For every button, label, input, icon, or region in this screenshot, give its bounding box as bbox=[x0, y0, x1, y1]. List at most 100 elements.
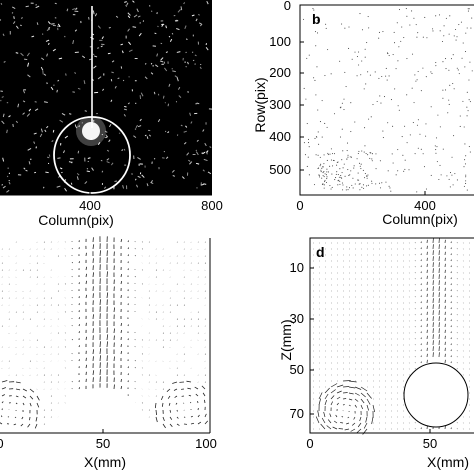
particle-streak bbox=[172, 70, 176, 73]
velocity-vector bbox=[106, 341, 108, 348]
particle-dot bbox=[326, 126, 328, 128]
particle-dot bbox=[425, 135, 427, 137]
velocity-vector bbox=[134, 360, 136, 362]
velocity-vector bbox=[342, 404, 345, 406]
particle-streak bbox=[31, 35, 35, 38]
particle-dot bbox=[439, 126, 441, 128]
particle-dot bbox=[363, 88, 365, 90]
particle-streak bbox=[52, 129, 55, 133]
particle-dot bbox=[327, 49, 329, 51]
particle-dot bbox=[379, 95, 381, 97]
particle-dot bbox=[345, 85, 347, 88]
particle-dot bbox=[430, 106, 432, 108]
particle-streak bbox=[86, 170, 90, 173]
particle-streak bbox=[86, 167, 89, 170]
particle-dot bbox=[449, 84, 451, 86]
particle-dot bbox=[465, 180, 467, 182]
particle-streak bbox=[139, 118, 142, 122]
particle-dot bbox=[342, 184, 344, 186]
particle-dot bbox=[414, 74, 416, 76]
particle-dot bbox=[420, 148, 422, 150]
particle-streak bbox=[190, 121, 193, 124]
particle-dot bbox=[436, 146, 438, 148]
velocity-vector bbox=[353, 416, 356, 420]
particle-streak bbox=[44, 101, 48, 103]
particle-dot bbox=[361, 150, 363, 152]
particle-dot bbox=[357, 172, 359, 174]
particle-dot bbox=[466, 106, 468, 108]
particle-streak bbox=[96, 47, 100, 49]
particle-streak bbox=[144, 63, 147, 65]
particle-dot bbox=[321, 177, 323, 179]
particle-dot bbox=[336, 164, 338, 166]
particle-dot bbox=[323, 154, 325, 156]
particle-streak bbox=[103, 186, 107, 189]
particle-dot bbox=[362, 169, 364, 171]
velocity-vector bbox=[134, 255, 136, 257]
particle-dot bbox=[443, 25, 445, 27]
particle-streak bbox=[23, 167, 26, 170]
particle-dot bbox=[392, 53, 394, 56]
particle-dot bbox=[435, 152, 437, 154]
velocity-vector bbox=[106, 292, 109, 299]
particle-streak bbox=[8, 181, 11, 185]
velocity-vector bbox=[176, 416, 179, 419]
particle-streak bbox=[26, 113, 31, 117]
particle-dot bbox=[455, 28, 457, 31]
particle-dot bbox=[460, 21, 462, 23]
particle-streak bbox=[40, 66, 44, 71]
particle-streak bbox=[22, 100, 26, 103]
particle-dot bbox=[343, 98, 345, 100]
particle-dot bbox=[404, 159, 406, 161]
particle-streak bbox=[199, 23, 203, 27]
particle-dot bbox=[331, 186, 333, 189]
velocity-vector bbox=[356, 428, 362, 434]
particle-dot bbox=[453, 135, 455, 137]
particle-dot bbox=[397, 105, 399, 107]
particle-dot bbox=[365, 185, 368, 187]
particle-streak bbox=[97, 142, 101, 146]
particle-dot bbox=[303, 87, 305, 90]
velocity-vector bbox=[71, 339, 73, 341]
velocity-vector bbox=[92, 314, 94, 320]
particle-dot bbox=[371, 153, 373, 155]
velocity-vector bbox=[92, 244, 95, 250]
particle-dot bbox=[417, 119, 419, 121]
particle-dot bbox=[453, 88, 455, 90]
particle-streak bbox=[81, 122, 84, 124]
particle-dot bbox=[322, 183, 324, 185]
particle-streak bbox=[68, 113, 72, 115]
velocity-vector bbox=[120, 350, 123, 355]
particle-dot bbox=[306, 165, 308, 168]
particle-streak bbox=[134, 128, 137, 130]
particle-streak bbox=[77, 150, 80, 154]
particle-dot bbox=[371, 180, 373, 182]
particle-dot bbox=[330, 148, 332, 150]
velocity-vector bbox=[22, 395, 27, 399]
velocity-vector bbox=[20, 423, 24, 427]
velocity-vector bbox=[1, 394, 5, 397]
particle-streak bbox=[114, 180, 118, 182]
particle-dot bbox=[432, 30, 434, 32]
particle-dot bbox=[435, 65, 437, 67]
particle-dot bbox=[390, 99, 393, 101]
particle-dot bbox=[448, 69, 450, 71]
particle-dot bbox=[308, 146, 310, 148]
particle-dot bbox=[347, 168, 349, 171]
particle-streak bbox=[108, 139, 111, 143]
particle-dot bbox=[350, 130, 352, 133]
velocity-vector bbox=[15, 381, 21, 384]
velocity-vector bbox=[330, 383, 338, 388]
particle-dot bbox=[447, 112, 449, 114]
particle-streak bbox=[183, 142, 187, 145]
particle-dot bbox=[414, 153, 416, 155]
particle-dot bbox=[425, 76, 427, 78]
velocity-vector bbox=[372, 404, 375, 413]
particle-streak bbox=[127, 28, 130, 32]
particle-streak bbox=[110, 99, 113, 103]
particle-dot bbox=[317, 167, 320, 169]
particle-dot bbox=[449, 186, 451, 188]
velocity-vector bbox=[176, 423, 180, 426]
panel-b-ytick-label: 500 bbox=[269, 162, 291, 177]
velocity-vector bbox=[127, 254, 130, 257]
